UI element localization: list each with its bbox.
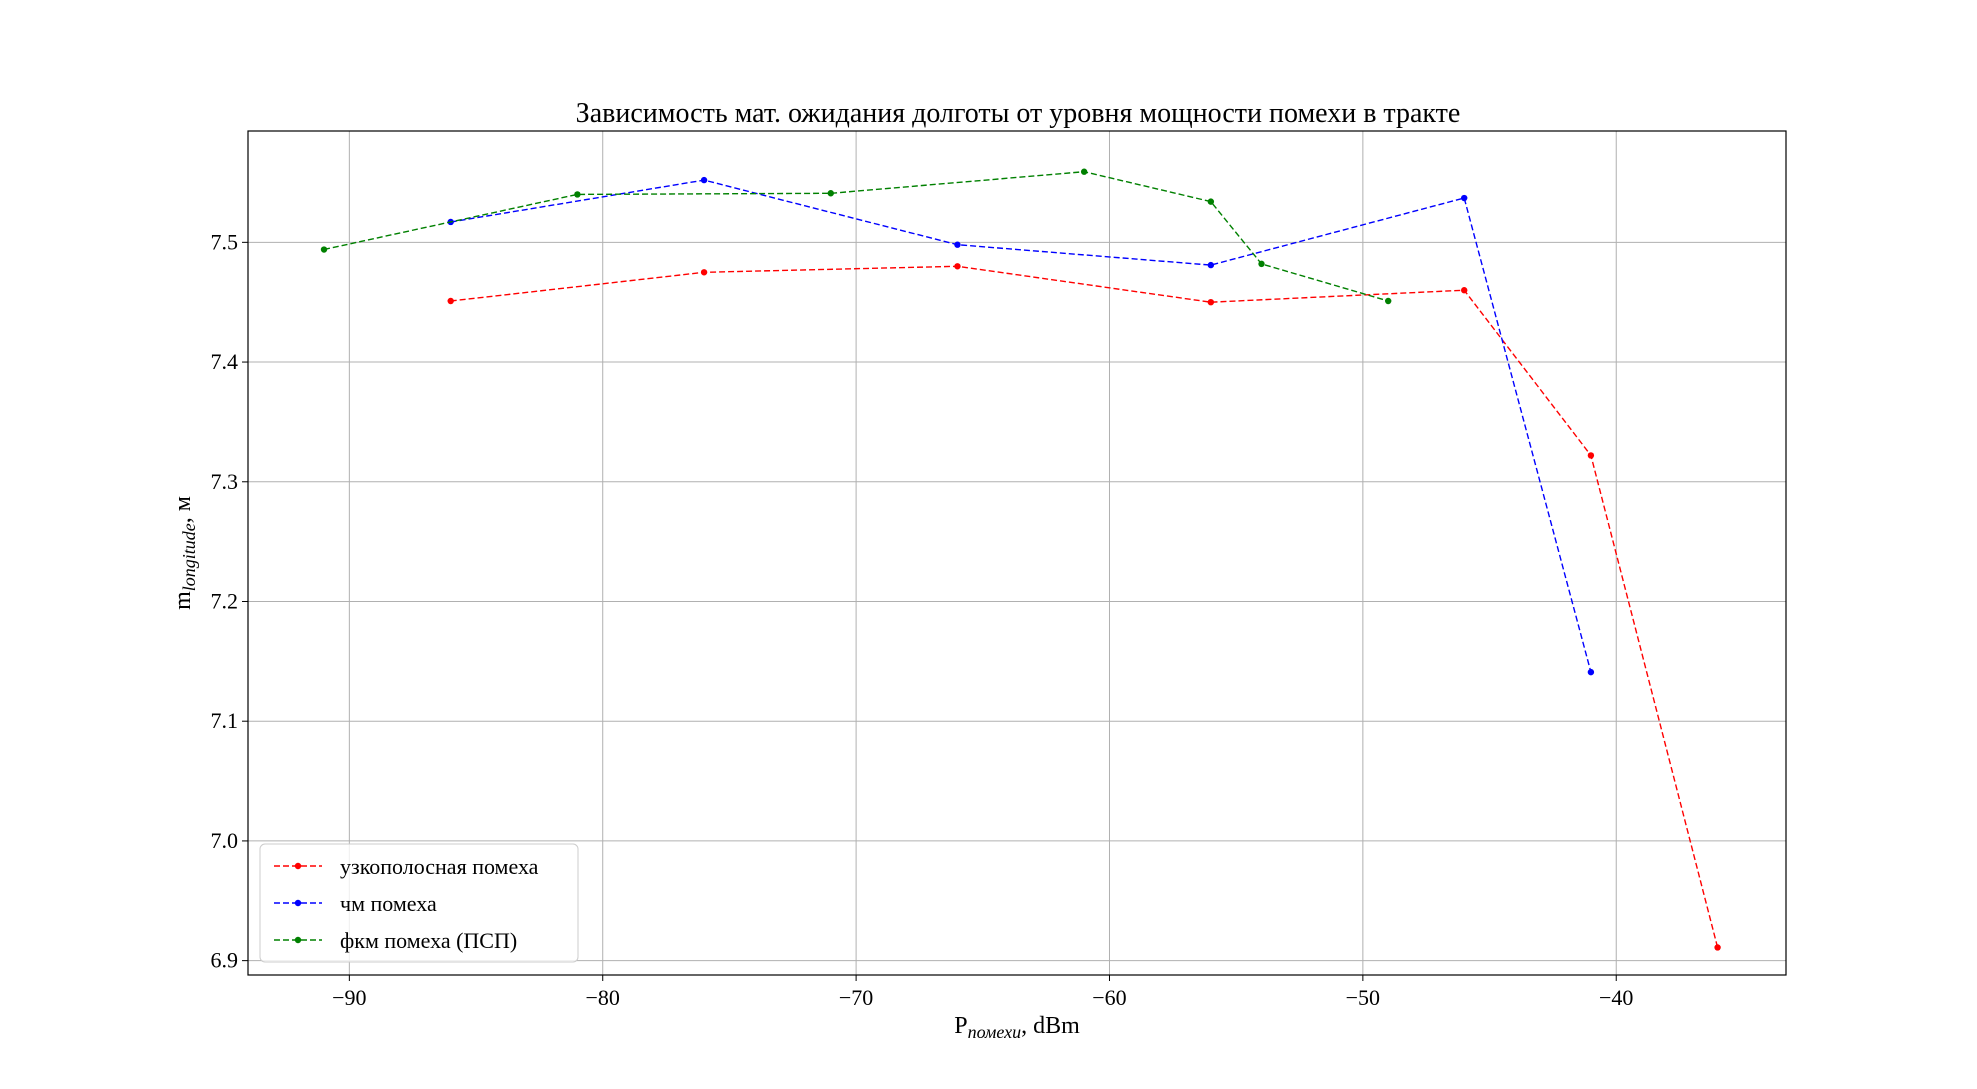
plot-series <box>320 168 1721 951</box>
series-3-point <box>1384 297 1392 305</box>
series-1-point <box>1461 287 1468 294</box>
series-2-point <box>1587 668 1595 676</box>
series-1-point <box>1587 452 1595 459</box>
y-axis-label-unit: , м <box>170 496 196 523</box>
y-axis-label-base: m <box>170 591 196 610</box>
legend-marker-2 <box>294 899 302 907</box>
x-tick-label: −50 <box>1346 985 1380 1010</box>
chart-title: Зависимость мат. ожидания долготы от уро… <box>576 98 1461 129</box>
series-2-point <box>1461 194 1468 202</box>
plot-frame <box>247 130 1787 976</box>
series-3-point <box>1258 260 1265 268</box>
series-2 <box>447 176 1595 676</box>
y-tick-label: 7.3 <box>211 469 239 494</box>
y-tick-label: 7.5 <box>211 229 239 254</box>
series-1 <box>447 263 1721 951</box>
series-3 <box>320 168 1392 305</box>
series-3-point <box>320 246 328 253</box>
series-3-point <box>1080 168 1088 175</box>
x-tick-label: −70 <box>839 985 873 1010</box>
y-tick-label: 7.1 <box>211 708 239 733</box>
legend-marker-1 <box>294 862 302 870</box>
legend-box <box>259 843 579 963</box>
axis-ticks: −90 −80 −70 −60 −50 −40 6.9 7.0 7.1 7.2 7.3 7.4 7.5 <box>211 229 1634 1010</box>
series-3-point <box>827 190 834 197</box>
legend: узкополосная помеха чм помеха фкм помеха (… <box>259 843 579 963</box>
series-1-point <box>700 269 708 276</box>
x-tick-label: −90 <box>332 985 366 1010</box>
y-tick-label: 6.9 <box>211 948 239 973</box>
x-axis-label-base: P <box>954 1013 967 1039</box>
series-1-point <box>1714 944 1721 951</box>
legend-entries: узкополосная помеха чм помеха фкм помеха (… <box>274 854 539 953</box>
series-2-point <box>954 241 961 248</box>
series-1-point <box>447 297 454 305</box>
legend-label-3: фкм помеха (ПСП) <box>340 928 517 953</box>
x-tick-label: −40 <box>1599 985 1633 1010</box>
series-2-line <box>450 179 1592 673</box>
x-axis-label: Pпомехи, dBm <box>954 1013 1080 1042</box>
series-1-point <box>954 263 961 270</box>
y-tick-label: 7.0 <box>211 828 239 853</box>
legend-label-1: узкополосная помеха <box>340 854 539 879</box>
y-tick-label: 7.2 <box>211 588 239 613</box>
x-axis-label-subscript: помехи <box>968 1022 1022 1042</box>
series-2-point <box>1207 261 1215 269</box>
series-2-point <box>700 176 708 184</box>
y-axis-label-subscript: longitude <box>179 523 199 591</box>
series-3-point <box>1207 198 1215 205</box>
y-axis-label: mlongitude, м <box>170 496 199 610</box>
x-axis-label-unit: , dBm <box>1021 1013 1080 1039</box>
y-tick-label: 7.4 <box>211 349 239 374</box>
series-1-point <box>1207 298 1215 306</box>
x-tick-label: −80 <box>586 985 620 1010</box>
legend-label-2: чм помеха <box>340 891 437 916</box>
series-1-line <box>450 265 1719 948</box>
x-tick-label: −60 <box>1092 985 1126 1010</box>
series-3-point <box>574 191 581 198</box>
legend-marker-3 <box>294 936 302 944</box>
